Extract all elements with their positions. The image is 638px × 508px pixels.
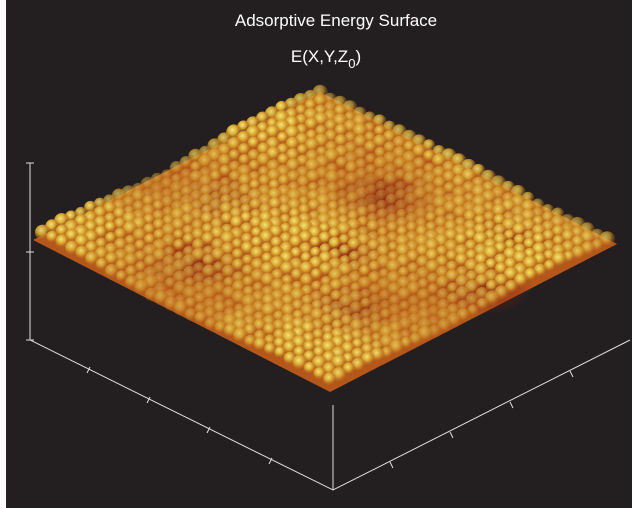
surface-bump [323,372,337,386]
page: Adsorptive Energy Surface E(X,Y,Z0) (() … [0,0,638,508]
chart: Adsorptive Energy Surface E(X,Y,Z0) [0,0,638,508]
subtitle-main: E(X,Y,Z [291,47,348,66]
subtitle-close: ) [355,47,361,66]
subtitle-subscript: 0 [348,56,355,71]
chart-title: Adsorptive Energy Surface [235,11,437,30]
